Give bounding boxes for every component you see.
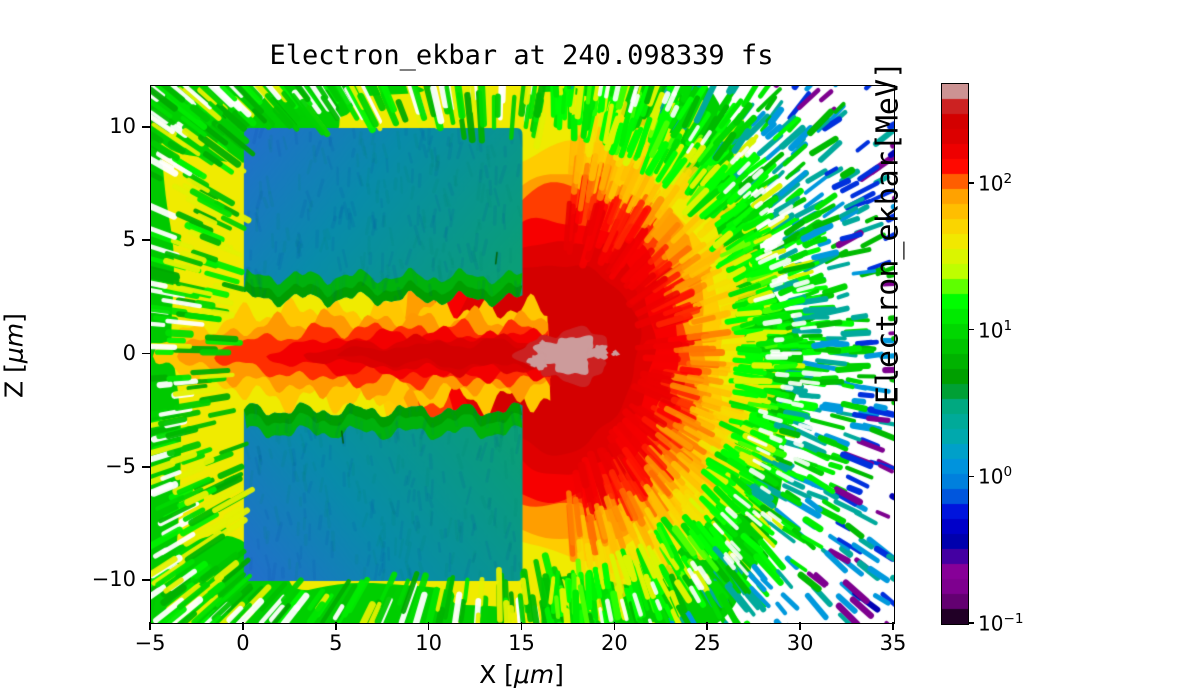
- colorbar-tick-label: 100: [978, 464, 1013, 489]
- y-tick-mark: [142, 126, 150, 128]
- x-tick-mark: [242, 622, 244, 630]
- y-unit: μm: [0, 322, 29, 364]
- colorbar-label: Electron_ekbar[MeV]: [870, 60, 906, 405]
- x-tick-mark: [892, 622, 894, 630]
- y-tick-label: 10: [109, 113, 136, 138]
- colorbar-tick-mark: [968, 328, 974, 331]
- x-tick-label: 20: [601, 631, 628, 655]
- colorbar-canvas: [942, 84, 968, 624]
- colorbar: [941, 83, 969, 625]
- y-axis-label: Z [μm]: [0, 313, 29, 398]
- x-tick-mark: [520, 622, 523, 630]
- colorbar-tick-label: 10−1: [978, 611, 1024, 636]
- y-tick-label: −10: [91, 567, 136, 592]
- y-tick-mark: [142, 239, 150, 241]
- colorbar-tick-mark: [968, 182, 974, 184]
- colorbar-tick-mark: [968, 622, 974, 624]
- y-tick-label: 5: [122, 227, 136, 252]
- x-tick-mark: [706, 622, 709, 630]
- x-tick-mark: [427, 622, 430, 630]
- x-tick-label: −5: [134, 631, 166, 655]
- heatmap-canvas: [151, 86, 894, 623]
- plot-area: [150, 85, 895, 624]
- x-tick-mark: [334, 622, 337, 630]
- colorbar-tick-label: 101: [978, 317, 1013, 343]
- y-tick-mark: [142, 465, 150, 468]
- x-tick-mark: [799, 622, 801, 630]
- x-tick-mark: [613, 622, 616, 630]
- x-tick-mark: [149, 622, 151, 630]
- x-tick-label: 0: [236, 631, 250, 655]
- y-tick-mark: [142, 579, 150, 581]
- x-tick-label: 15: [508, 631, 535, 655]
- colorbar-tick-mark: [968, 475, 974, 478]
- x-unit: μm: [513, 660, 555, 689]
- x-axis-label: X [μm]: [479, 660, 564, 689]
- y-tick-label: 0: [122, 340, 136, 365]
- x-tick-label: 5: [329, 631, 343, 655]
- x-tick-label: 25: [693, 631, 721, 655]
- x-tick-label: 30: [786, 631, 814, 655]
- chart-title: Electron_ekbar at 240.098339 fs: [269, 40, 774, 71]
- x-tick-label: 35: [879, 631, 907, 655]
- y-tick-label: −5: [105, 453, 136, 478]
- x-tick-label: 10: [415, 631, 442, 655]
- colorbar-tick-label: 102: [978, 170, 1013, 196]
- y-tick-mark: [142, 352, 150, 355]
